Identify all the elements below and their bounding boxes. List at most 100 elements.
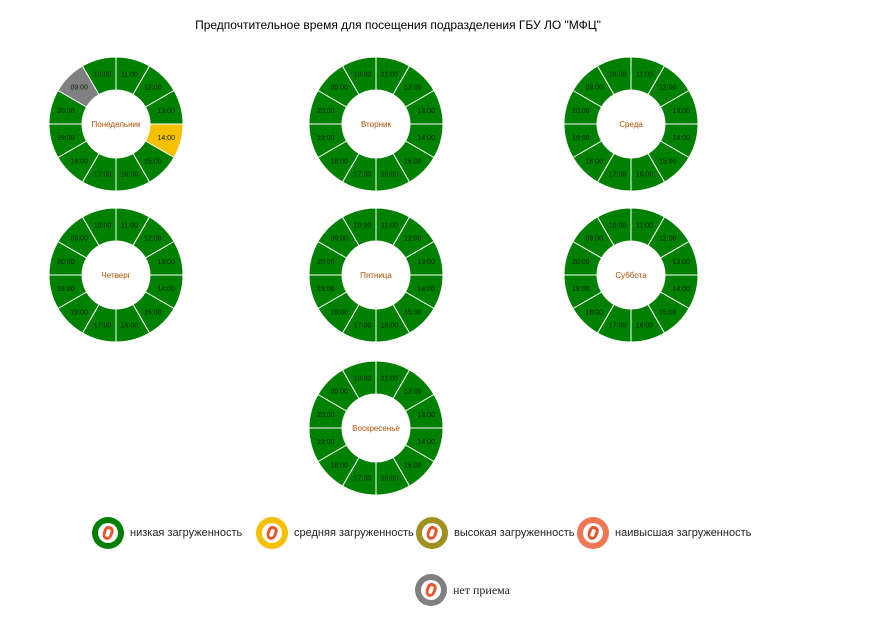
legend-label: низкая загруженность bbox=[130, 527, 243, 539]
time-slot-label: 15:00 bbox=[144, 158, 162, 165]
time-slot-label: 18:00 bbox=[70, 158, 88, 165]
legend-label: высокая загруженность bbox=[454, 527, 575, 539]
page-title: Предпочтительное время для посещения под… bbox=[195, 18, 601, 32]
time-slot-label: 14:00 bbox=[672, 135, 690, 142]
legend-item-low: низкая загруженность bbox=[92, 517, 242, 549]
legend-item-highest: наивысшая загруженность bbox=[577, 517, 751, 549]
day-name-label: Понедельник bbox=[92, 120, 141, 129]
time-slot-label: 19:00 bbox=[317, 286, 335, 293]
time-slot-label: 16:00 bbox=[636, 323, 654, 330]
time-slot-label: 10:00 bbox=[609, 71, 627, 78]
time-slot-label: 11:00 bbox=[636, 222, 653, 229]
time-slot-label: 13:00 bbox=[417, 259, 435, 266]
time-slot-label: 20:00 bbox=[57, 108, 75, 115]
legend-label: нет приема bbox=[453, 582, 510, 597]
time-slot-label: 10:00 bbox=[354, 222, 372, 229]
time-slot-label: 17:00 bbox=[354, 323, 372, 330]
mfc-logo-icon bbox=[415, 574, 447, 606]
time-slot-label: 14:00 bbox=[157, 286, 175, 293]
schedule-donut-wednesday: 11:00 12:00 13:00 14:00 15:00 16:00 17:00 18:00… bbox=[561, 54, 701, 194]
donut-chart: 11:00 12:00 13:00 14:00 15:00 16:00 17:00 18:00… bbox=[308, 56, 444, 192]
time-slot-label: 20:00 bbox=[317, 108, 335, 115]
time-slot-label: 18:00 bbox=[330, 158, 348, 165]
time-slot-label: 11:00 bbox=[381, 71, 398, 78]
day-name-label: Среда bbox=[619, 120, 643, 129]
time-slot-label: 14:00 bbox=[417, 439, 435, 446]
time-slot-label: 11:00 bbox=[381, 222, 398, 229]
schedule-donut-saturday: 11:00 12:00 13:00 14:00 15:00 16:00 17:00 18:00… bbox=[561, 205, 701, 345]
donut-chart: 11:00 12:00 13:00 14:00 15:00 16:00 17:00 18:00… bbox=[308, 360, 444, 496]
day-name-label: Суббота bbox=[615, 271, 647, 280]
time-slot-label: 15:00 bbox=[144, 309, 162, 316]
legend-item-medium: средняя загруженность bbox=[256, 517, 414, 549]
time-slot-label: 18:00 bbox=[330, 462, 348, 469]
time-slot-label: 19:00 bbox=[572, 286, 590, 293]
legend-item-none: нет приема bbox=[415, 574, 510, 606]
time-slot-label: 20:00 bbox=[572, 259, 590, 266]
mfc-logo-icon bbox=[256, 517, 288, 549]
time-slot-label: 09:00 bbox=[585, 85, 603, 92]
time-slot-label: 10:00 bbox=[94, 71, 112, 78]
time-slot-label: 11:00 bbox=[121, 222, 138, 229]
time-slot-label: 15:00 bbox=[659, 309, 677, 316]
schedule-donut-friday: 11:00 12:00 13:00 14:00 15:00 16:00 17:00 18:00… bbox=[306, 205, 446, 345]
time-slot-label: 14:00 bbox=[417, 286, 435, 293]
time-slot-label: 10:00 bbox=[609, 222, 627, 229]
time-slot-label: 20:00 bbox=[317, 259, 335, 266]
time-slot-label: 12:00 bbox=[659, 85, 677, 92]
time-slot-segment[interactable] bbox=[81, 207, 117, 247]
donut-chart: 11:00 12:00 13:00 14:00 15:00 16:00 17:00 18:00… bbox=[563, 207, 699, 343]
time-slot-label: 20:00 bbox=[572, 108, 590, 115]
time-slot-label: 17:00 bbox=[94, 323, 112, 330]
donut-chart: 11:00 12:00 13:00 14:00 15:00 16:00 17:00 18:00… bbox=[48, 56, 184, 192]
time-slot-label: 17:00 bbox=[609, 172, 627, 179]
time-slot-label: 16:00 bbox=[636, 172, 654, 179]
time-slot-label: 18:00 bbox=[330, 309, 348, 316]
schedule-donut-thursday: 11:00 12:00 13:00 14:00 15:00 16:00 17:00 18:00… bbox=[46, 205, 186, 345]
time-slot-label: 18:00 bbox=[585, 158, 603, 165]
donut-chart: 11:00 12:00 13:00 14:00 15:00 16:00 17:00 18:00… bbox=[48, 207, 184, 343]
time-slot-label: 11:00 bbox=[381, 375, 398, 382]
time-slot-label: 13:00 bbox=[157, 259, 175, 266]
time-slot-label: 20:00 bbox=[57, 259, 75, 266]
time-slot-label: 17:00 bbox=[609, 323, 627, 330]
time-slot-label: 09:00 bbox=[330, 236, 348, 243]
time-slot-label: 10:00 bbox=[94, 222, 112, 229]
time-slot-label: 10:00 bbox=[354, 71, 372, 78]
time-slot-segment[interactable] bbox=[596, 56, 632, 96]
time-slot-label: 12:00 bbox=[144, 236, 162, 243]
mfc-logo-icon bbox=[416, 517, 448, 549]
time-slot-label: 09:00 bbox=[585, 236, 603, 243]
time-slot-label: 18:00 bbox=[70, 309, 88, 316]
time-slot-label: 13:00 bbox=[417, 412, 435, 419]
day-name-label: Пятница bbox=[360, 271, 392, 280]
time-slot-label: 12:00 bbox=[404, 236, 422, 243]
time-slot-label: 19:00 bbox=[317, 135, 335, 142]
time-slot-label: 12:00 bbox=[404, 389, 422, 396]
time-slot-label: 11:00 bbox=[636, 71, 653, 78]
time-slot-segment[interactable] bbox=[81, 56, 117, 96]
time-slot-label: 15:00 bbox=[404, 462, 422, 469]
time-slot-label: 15:00 bbox=[404, 158, 422, 165]
time-slot-label: 14:00 bbox=[157, 135, 175, 142]
time-slot-label: 15:00 bbox=[404, 309, 422, 316]
time-slot-label: 09:00 bbox=[330, 389, 348, 396]
time-slot-label: 16:00 bbox=[381, 172, 399, 179]
day-name-label: Воскресенье bbox=[352, 424, 400, 433]
donut-chart: 11:00 12:00 13:00 14:00 15:00 16:00 17:00 18:00… bbox=[563, 56, 699, 192]
schedule-donut-monday: 11:00 12:00 13:00 14:00 15:00 16:00 17:00 18:00… bbox=[46, 54, 186, 194]
time-slot-label: 13:00 bbox=[157, 108, 175, 115]
time-slot-label: 14:00 bbox=[672, 286, 690, 293]
time-slot-label: 12:00 bbox=[144, 85, 162, 92]
time-slot-segment[interactable] bbox=[341, 360, 377, 400]
time-slot-segment[interactable] bbox=[596, 207, 632, 247]
legend-label: наивысшая загруженность bbox=[615, 527, 752, 539]
time-slot-segment[interactable] bbox=[341, 56, 377, 96]
time-slot-label: 12:00 bbox=[659, 236, 677, 243]
time-slot-label: 16:00 bbox=[121, 323, 139, 330]
time-slot-label: 14:00 bbox=[417, 135, 435, 142]
time-slot-label: 09:00 bbox=[330, 85, 348, 92]
time-slot-segment[interactable] bbox=[341, 207, 377, 247]
time-slot-label: 16:00 bbox=[381, 323, 399, 330]
day-name-label: Вторник bbox=[361, 120, 391, 129]
